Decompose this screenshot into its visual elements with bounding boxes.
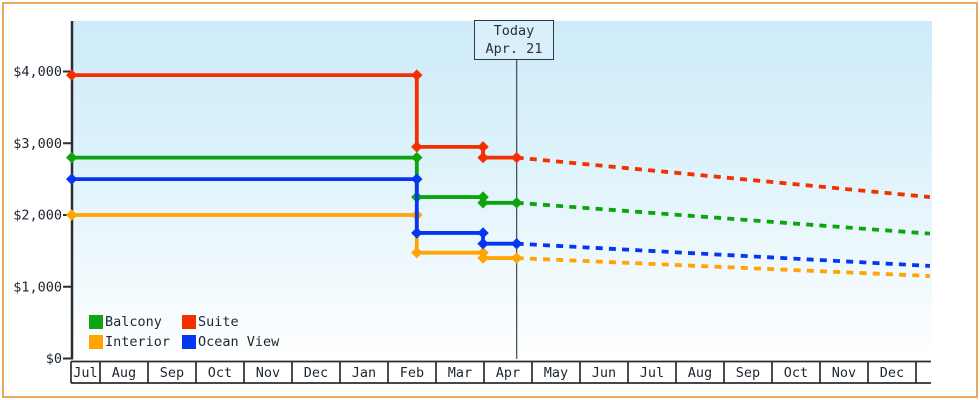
series-suite-marker — [411, 141, 423, 153]
today-label: Today — [493, 23, 535, 39]
series-interior-marker — [510, 252, 523, 264]
legend-label-suite: Suite — [198, 314, 239, 330]
series-balcony-marker — [477, 191, 489, 203]
month-label: Oct — [784, 365, 808, 381]
legend-swatch-interior — [89, 335, 103, 349]
y-axis-label: $0 — [46, 351, 62, 367]
series-suite-marker — [477, 151, 489, 164]
series-suite-forecast — [516, 155, 931, 199]
month-label: Sep — [736, 365, 760, 381]
series-interior-marker — [65, 209, 78, 221]
series-ocean-view-forecast — [516, 241, 931, 268]
plot-area — [72, 21, 932, 359]
month-label: Nov — [832, 365, 856, 381]
series-ocean-view-solid — [71, 177, 517, 246]
series-interior-solid — [71, 213, 517, 260]
month-label: Jan — [352, 365, 376, 381]
series-ocean-view-marker — [411, 173, 423, 185]
legend-item-balcony: Balcony — [89, 314, 182, 330]
today-annotation: Today Apr. 21 — [474, 20, 554, 60]
legend-item-interior: Interior — [89, 334, 182, 350]
legend-row: Balcony Suite — [89, 312, 279, 332]
y-axis-label: $3,000 — [13, 136, 62, 152]
series-ocean-view-marker — [411, 227, 423, 239]
legend-swatch-ocean-view — [182, 335, 196, 349]
legend-swatch-suite — [182, 315, 196, 329]
series-suite-marker — [510, 151, 523, 164]
legend-label-interior: Interior — [105, 334, 171, 350]
y-axis-label: $4,000 — [13, 64, 62, 80]
series-balcony-marker — [510, 197, 523, 209]
month-label: Feb — [400, 365, 424, 381]
month-label: Apr — [496, 365, 520, 381]
legend-label-balcony: Balcony — [105, 314, 162, 330]
series-ocean-view-marker — [510, 238, 523, 250]
y-axis-label: $2,000 — [13, 208, 62, 224]
month-label: Nov — [256, 365, 280, 381]
series-suite-marker — [65, 69, 78, 81]
legend: Balcony Suite Interior Ocean View — [89, 312, 279, 352]
month-label: Dec — [880, 365, 904, 381]
series-ocean-view-marker — [477, 238, 489, 250]
month-label: Jul — [640, 365, 664, 381]
legend-row: Interior Ocean View — [89, 332, 279, 352]
legend-label-ocean-view: Ocean View — [198, 334, 280, 350]
series-suite-marker — [411, 69, 423, 81]
series-balcony-marker — [411, 151, 423, 164]
today-date: Apr. 21 — [485, 41, 543, 57]
series-ocean-view-marker — [65, 173, 78, 185]
series-suite-marker — [477, 141, 489, 153]
month-label: Dec — [304, 365, 328, 381]
month-label: May — [544, 365, 568, 381]
month-label: Jun — [592, 365, 616, 381]
month-label: Oct — [208, 365, 232, 381]
month-label: Mar — [448, 365, 472, 381]
series-interior-marker — [411, 246, 423, 259]
legend-item-suite: Suite — [182, 314, 239, 330]
series-balcony-marker — [477, 197, 489, 209]
legend-item-ocean-view: Ocean View — [182, 334, 279, 350]
month-label: Jul — [73, 365, 97, 381]
series-balcony-marker — [65, 151, 78, 164]
y-axis-label: $1,000 — [13, 279, 62, 295]
series-ocean-view-marker — [477, 227, 489, 239]
month-label: Aug — [688, 365, 712, 381]
x-axis-month-row — [71, 361, 931, 383]
series-balcony-forecast — [516, 200, 931, 236]
month-label: Aug — [112, 365, 136, 381]
series-interior-forecast — [516, 256, 931, 278]
month-label: Sep — [160, 365, 184, 381]
series-interior-marker — [477, 252, 489, 264]
legend-swatch-balcony — [89, 315, 103, 329]
series-suite-solid — [71, 73, 517, 160]
